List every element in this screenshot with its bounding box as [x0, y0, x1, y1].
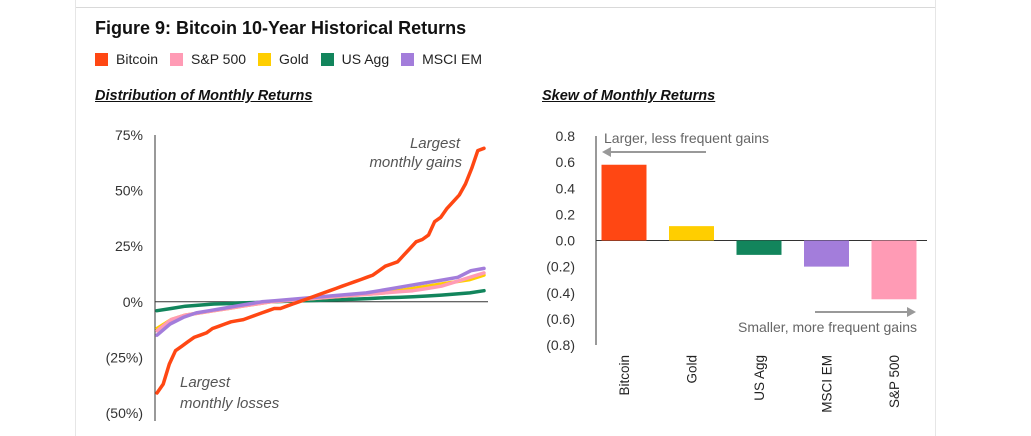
skew-y-tick-label: 0.0 — [556, 233, 576, 249]
dist-y-tick-label: (50%) — [106, 405, 143, 421]
legend-swatch-gold — [258, 52, 272, 66]
annotation-largest-losses-line2: monthly losses — [180, 395, 280, 412]
legend-swatch-msci-em — [401, 52, 415, 66]
annotation-larger-gains: Larger, less frequent gains — [604, 130, 769, 146]
legend-label-sp500: S&P 500 — [191, 51, 247, 67]
skew-category-label: MSCI EM — [820, 355, 835, 413]
dist-line-msci-em — [155, 266, 486, 337]
dist-line-us-agg — [155, 288, 486, 313]
distribution-chart: 75% 50% 25% 0% (25%) (50%) Largest monthly ga… — [106, 127, 488, 421]
legend-swatch-sp500 — [170, 52, 184, 66]
skew-y-tick-label: 0.2 — [556, 206, 576, 222]
skew-bar-sp-500 — [871, 240, 917, 300]
figure-title: Figure 9: Bitcoin 10-Year Historical Ret… — [95, 18, 467, 38]
dist-y-tick-label: 0% — [123, 294, 143, 310]
annotation-smaller-gains: Smaller, more frequent gains — [738, 319, 917, 335]
dist-y-tick-label: 50% — [115, 183, 143, 199]
skew-chart: 0.8 0.6 0.4 0.2 0.0 (0.2) (0.4) (0.6) (0.8) Bitc… — [546, 128, 927, 413]
right-frame-border — [935, 0, 936, 436]
skew-y-tick-label: (0.4) — [546, 285, 575, 301]
skew-bar-bitcoin — [601, 164, 647, 241]
left-frame-border — [75, 0, 76, 436]
arrow-left-icon — [602, 147, 611, 157]
skew-y-tick-label: (0.6) — [546, 311, 575, 327]
legend-item-us-agg: US Agg — [320, 51, 390, 67]
skew-y-tick-label: 0.6 — [556, 154, 576, 170]
legend-swatch-bitcoin — [95, 52, 108, 66]
skew-y-tick-label: (0.8) — [546, 337, 575, 353]
legend-item-msci-em: MSCI EM — [401, 51, 482, 67]
skew-category-label: Bitcoin — [617, 355, 632, 396]
dist-line-bitcoin — [155, 146, 486, 395]
dist-y-tick-label: (25%) — [106, 349, 143, 365]
skew-bar-gold — [669, 226, 714, 241]
skew-y-tick-label: 0.8 — [556, 128, 576, 144]
legend-item-gold: Gold — [258, 51, 309, 67]
arrow-right-icon — [907, 307, 916, 317]
skew-chart-title: Skew of Monthly Returns — [542, 88, 716, 104]
legend: Bitcoin S&P 500 Gold US Agg MSCI EM — [95, 50, 494, 68]
distribution-chart-title: Distribution of Monthly Returns — [95, 88, 313, 104]
legend-label-msci-em: MSCI EM — [422, 51, 482, 67]
skew-category-label: S&P 500 — [887, 355, 902, 408]
annotation-largest-gains-line1: Largest — [410, 135, 461, 152]
legend-label-us-agg: US Agg — [341, 51, 390, 67]
dist-y-tick-label: 25% — [115, 238, 143, 254]
legend-label-gold: Gold — [279, 51, 309, 67]
legend-swatch-us-agg — [320, 52, 334, 66]
skew-bar-us-agg — [736, 240, 782, 255]
legend-item-bitcoin: Bitcoin — [95, 51, 158, 67]
top-frame-border — [75, 0, 935, 8]
skew-category-label: Gold — [685, 355, 700, 384]
legend-item-sp500: S&P 500 — [170, 51, 246, 67]
skew-y-tick-label: (0.2) — [546, 259, 575, 275]
dist-y-tick-label: 75% — [115, 127, 143, 143]
skew-y-tick-label: 0.4 — [556, 180, 576, 196]
skew-bar-msci-em — [804, 240, 849, 267]
annotation-largest-gains-line2: monthly gains — [369, 154, 462, 171]
annotation-largest-losses-line1: Largest — [180, 374, 231, 391]
legend-label-bitcoin: Bitcoin — [116, 51, 159, 67]
skew-category-label: US Agg — [752, 355, 767, 401]
